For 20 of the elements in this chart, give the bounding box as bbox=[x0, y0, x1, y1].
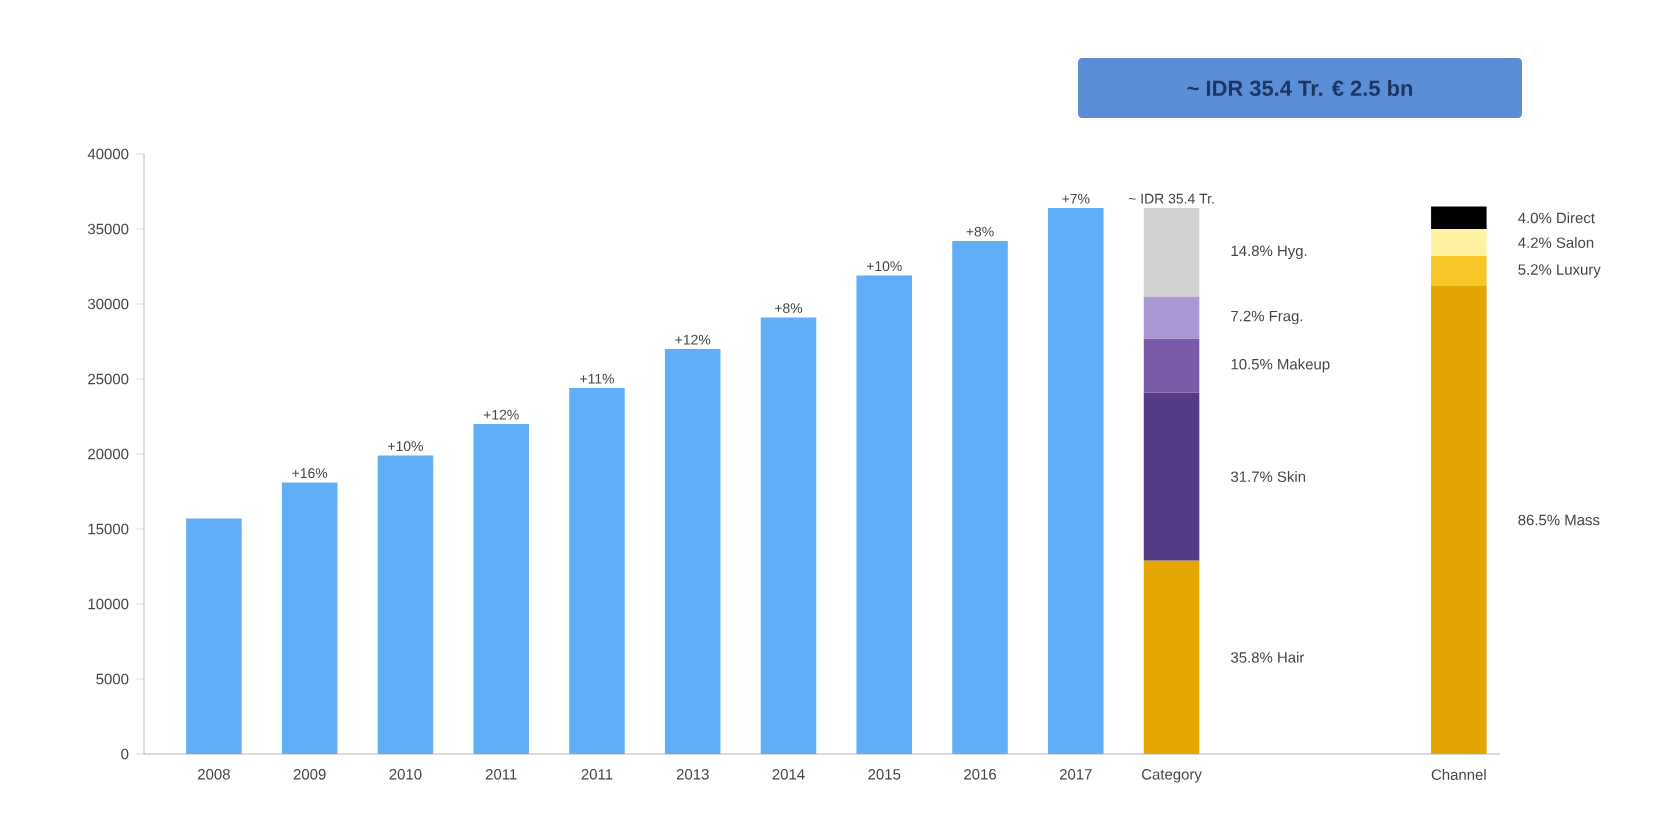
bar bbox=[1143, 296, 1200, 339]
bar bbox=[1143, 338, 1200, 393]
chart-title: ~ IDR 35.4 Tr. € 2.5 bn bbox=[1187, 79, 1413, 97]
bar bbox=[186, 518, 242, 754]
bar bbox=[1431, 256, 1487, 286]
bar bbox=[1143, 208, 1200, 297]
bar bbox=[1143, 560, 1200, 754]
bar bbox=[1431, 229, 1487, 256]
bar bbox=[473, 424, 529, 754]
bar bbox=[664, 349, 721, 754]
bar bbox=[1431, 206, 1487, 229]
bar bbox=[377, 455, 434, 754]
bar bbox=[1048, 208, 1104, 754]
bar bbox=[952, 241, 1008, 754]
bar bbox=[281, 482, 338, 754]
bar bbox=[569, 388, 625, 754]
bar bbox=[856, 275, 913, 754]
bar bbox=[1431, 286, 1487, 754]
bar bbox=[1143, 392, 1200, 561]
bar bbox=[760, 317, 817, 754]
